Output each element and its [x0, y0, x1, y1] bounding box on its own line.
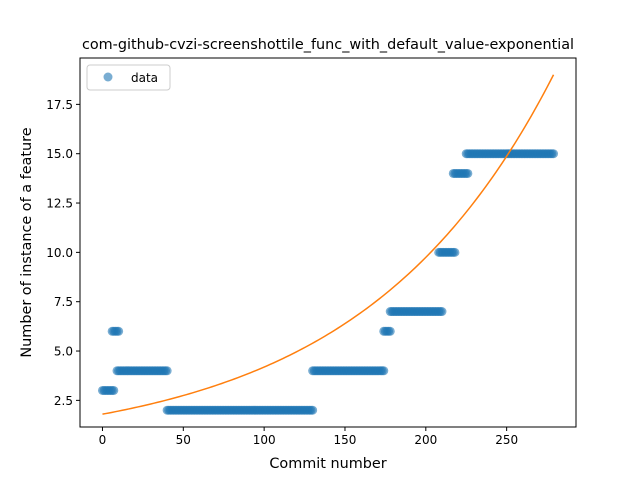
- legend-marker: [103, 72, 113, 82]
- y-tick-label: 5.0: [54, 345, 73, 359]
- x-tick-label: 0: [99, 433, 107, 447]
- data-point: [463, 168, 473, 178]
- data-point: [450, 247, 460, 257]
- data-point: [379, 366, 389, 376]
- data-point: [437, 307, 447, 317]
- x-tick-label: 250: [495, 433, 518, 447]
- plot-frame: [79, 57, 577, 428]
- data-point: [385, 326, 395, 336]
- legend-box: [86, 64, 171, 91]
- fit-line: [102, 74, 555, 415]
- fit-curve: [102, 74, 555, 415]
- data-point: [114, 326, 124, 336]
- y-tick-label: 7.5: [54, 295, 73, 309]
- legend: data: [86, 64, 171, 91]
- y-tick-label: 12.5: [46, 197, 73, 211]
- y-tick-label: 17.5: [46, 98, 73, 112]
- x-tick-label: 50: [176, 433, 191, 447]
- data-points: [97, 149, 559, 415]
- x-tick-label: 200: [414, 433, 437, 447]
- data-point: [308, 405, 318, 415]
- data-point: [549, 149, 559, 159]
- data-point: [109, 385, 119, 395]
- chart-title: com-github-cvzi-screenshottile_func_with…: [82, 37, 574, 53]
- x-tick-label: 150: [334, 433, 357, 447]
- y-tick-label: 10.0: [46, 246, 73, 260]
- y-tick-label: 2.5: [54, 394, 73, 408]
- y-axis-ticks: 2.5 5.0 7.5 10.0 12.5 15.0 17.5: [46, 98, 80, 408]
- x-axis-ticks: 0 50 100 150 200 250: [99, 427, 518, 447]
- x-axis-label: Commit number: [269, 456, 386, 472]
- x-tick-label: 100: [253, 433, 276, 447]
- y-axis-label: Number of instance of a feature: [19, 127, 35, 357]
- data-point: [162, 366, 172, 376]
- y-tick-label: 15.0: [46, 147, 73, 161]
- legend-label: data: [131, 71, 158, 85]
